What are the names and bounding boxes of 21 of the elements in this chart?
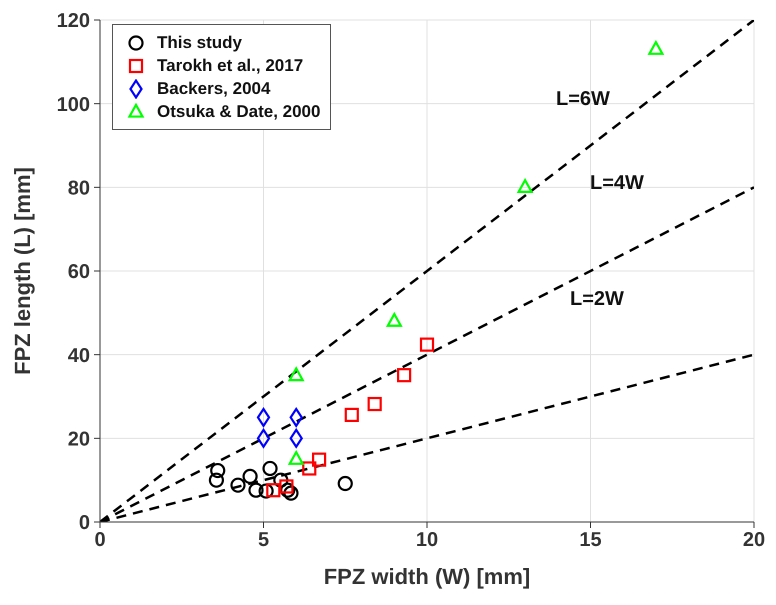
y-tick-label: 80 [68, 177, 90, 200]
y-tick-label: 60 [68, 261, 90, 284]
x-tick-label: 15 [579, 529, 602, 552]
legend-label: Tarokh et al., 2017 [157, 55, 304, 77]
annotation: L=4W [590, 172, 644, 195]
x-tick-label: 5 [258, 529, 270, 552]
x-tick-label: 0 [94, 529, 106, 552]
legend-label: Backers, 2004 [157, 78, 270, 100]
y-tick-label: 100 [56, 94, 90, 116]
y-tick-label: 20 [68, 428, 90, 450]
annotation: L=6W [556, 88, 610, 111]
x-tick-label: 10 [416, 529, 438, 552]
x-tick-label: 20 [742, 529, 766, 552]
legend-label: Otsuka & Date, 2000 [157, 101, 320, 123]
y-tick-label: 0 [78, 512, 90, 534]
annotation: L=2W [570, 288, 624, 311]
x-axis-title: FPZ width (W) [mm] [324, 564, 530, 589]
y-axis-title: FPZ length (L) [mm] [10, 167, 35, 375]
y-tick-label: 40 [68, 344, 90, 367]
legend-label: This study [157, 32, 242, 54]
y-tick-label: 120 [56, 10, 90, 32]
